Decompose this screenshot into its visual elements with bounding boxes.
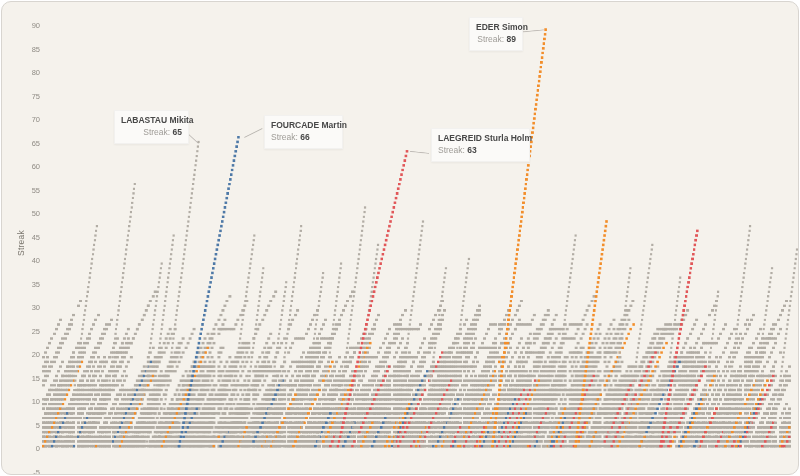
y-tick-25: 25 bbox=[10, 327, 40, 336]
streak-value: Streak: 65 bbox=[121, 127, 182, 139]
streak-value: Streak: 63 bbox=[438, 145, 523, 157]
y-tick--5: -5 bbox=[10, 468, 40, 476]
y-tick-85: 85 bbox=[10, 45, 40, 54]
y-tick-10: 10 bbox=[10, 397, 40, 406]
streak-scatter-canvas bbox=[2, 2, 799, 475]
chart-frame: Streak -50510152025303540455055606570758… bbox=[1, 1, 799, 475]
y-tick-35: 35 bbox=[10, 280, 40, 289]
streak-value: Streak: 89 bbox=[476, 34, 516, 46]
streak-value: Streak: 66 bbox=[271, 132, 336, 144]
y-tick-60: 60 bbox=[10, 162, 40, 171]
y-tick-0: 0 bbox=[10, 444, 40, 453]
callout-labastau-mikita[interactable]: LABASTAU Mikita Streak: 65 bbox=[114, 110, 189, 144]
athlete-name: LABASTAU Mikita bbox=[121, 115, 182, 127]
y-tick-90: 90 bbox=[10, 21, 40, 30]
y-tick-80: 80 bbox=[10, 68, 40, 77]
y-tick-40: 40 bbox=[10, 256, 40, 265]
callout-laegreid-sturla-holm[interactable]: LAEGREID Sturla Holm Streak: 63 bbox=[431, 128, 530, 162]
y-tick-70: 70 bbox=[10, 115, 40, 124]
athlete-name: LAEGREID Sturla Holm bbox=[438, 133, 523, 145]
y-tick-55: 55 bbox=[10, 186, 40, 195]
y-tick-5: 5 bbox=[10, 421, 40, 430]
y-tick-65: 65 bbox=[10, 139, 40, 148]
y-tick-50: 50 bbox=[10, 209, 40, 218]
y-tick-30: 30 bbox=[10, 303, 40, 312]
y-tick-75: 75 bbox=[10, 92, 40, 101]
y-tick-45: 45 bbox=[10, 233, 40, 242]
callout-eder-simon[interactable]: EDER Simon Streak: 89 bbox=[469, 17, 523, 51]
y-tick-15: 15 bbox=[10, 374, 40, 383]
y-tick-20: 20 bbox=[10, 350, 40, 359]
callout-fourcade-martin[interactable]: FOURCADE Martin Streak: 66 bbox=[264, 115, 343, 149]
athlete-name: EDER Simon bbox=[476, 22, 516, 34]
athlete-name: FOURCADE Martin bbox=[271, 120, 336, 132]
